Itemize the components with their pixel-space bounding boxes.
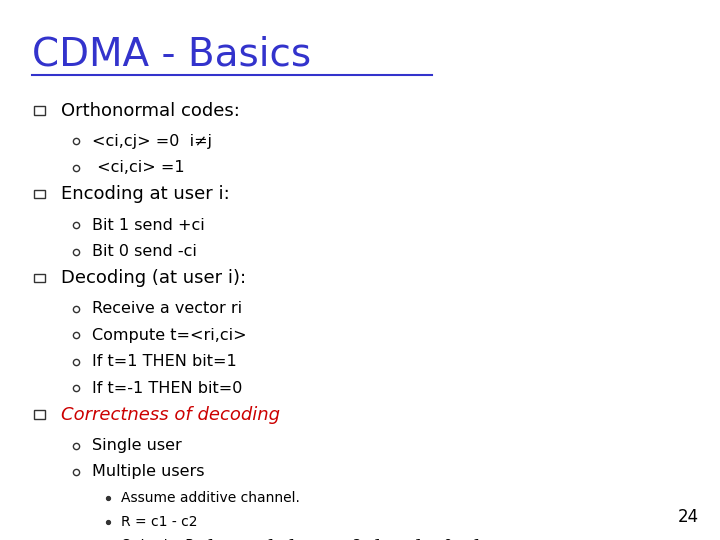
Text: Single user: Single user: [92, 438, 182, 453]
Text: Output <R,c1> = <c1,c1> + <-c2,c1> = 1 + 0 = 1: Output <R,c1> = <c1,c1> + <-c2,c1> = 1 +…: [121, 538, 482, 540]
Text: Bit 0 send -ci: Bit 0 send -ci: [92, 244, 197, 259]
Text: <ci,ci> =1: <ci,ci> =1: [92, 160, 185, 176]
Text: R = c1 - c2: R = c1 - c2: [121, 515, 197, 529]
Text: If t=-1 THEN bit=0: If t=-1 THEN bit=0: [92, 381, 243, 396]
Bar: [34, 410, 45, 418]
Text: Encoding at user i:: Encoding at user i:: [61, 185, 230, 204]
Bar: [34, 274, 45, 282]
Text: CDMA - Basics: CDMA - Basics: [32, 35, 312, 73]
Text: Orthonormal codes:: Orthonormal codes:: [61, 102, 240, 120]
Text: Bit 1 send +ci: Bit 1 send +ci: [92, 218, 205, 233]
Bar: [34, 106, 45, 114]
Text: Compute t=<ri,ci>: Compute t=<ri,ci>: [92, 328, 247, 343]
Text: If t=1 THEN bit=1: If t=1 THEN bit=1: [92, 354, 237, 369]
Text: Assume additive channel.: Assume additive channel.: [121, 491, 300, 505]
Text: Receive a vector ri: Receive a vector ri: [92, 301, 243, 316]
Text: 24: 24: [678, 509, 698, 526]
Text: Multiple users: Multiple users: [92, 464, 204, 480]
Bar: [34, 190, 45, 198]
Text: Decoding (at user i):: Decoding (at user i):: [61, 269, 246, 287]
Text: Correctness of decoding: Correctness of decoding: [61, 406, 280, 424]
Text: <ci,cj> =0  i≠j: <ci,cj> =0 i≠j: [92, 134, 212, 149]
